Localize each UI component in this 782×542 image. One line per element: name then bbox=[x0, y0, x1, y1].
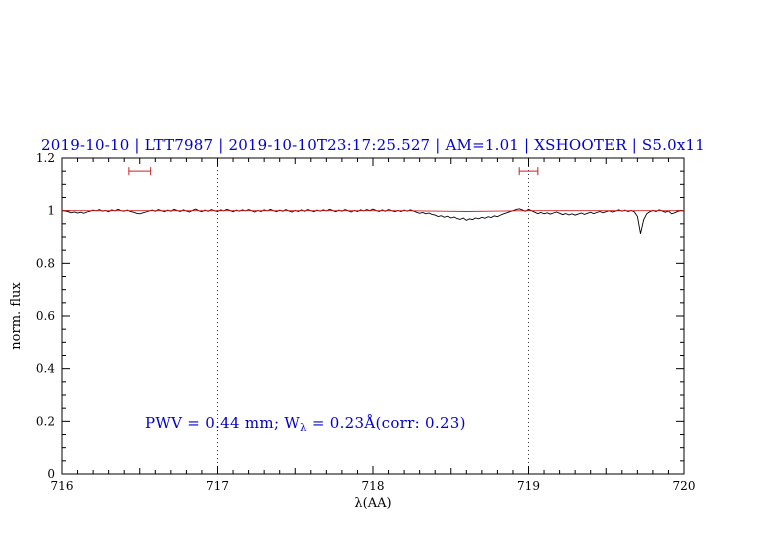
x-tick-label: 716 bbox=[51, 479, 74, 493]
plot-layer: 716 717 718 719 720 0 0.2 0.4 0.6 0.8 1 1.2 bbox=[36, 151, 696, 493]
x-tick-label: 717 bbox=[206, 479, 229, 493]
pwv-annotation-rest: = 0.23Å(corr: 0.23) bbox=[307, 414, 466, 432]
model-fit-line bbox=[62, 210, 684, 212]
pwv-annotation-main: PWV = 0.44 mm; W bbox=[145, 414, 300, 432]
x-tick-label: 719 bbox=[517, 479, 540, 493]
y-axis-label: norm. flux bbox=[9, 282, 24, 350]
y-tick-label: 0 bbox=[47, 467, 55, 481]
x-tick-label: 718 bbox=[362, 479, 385, 493]
x-axis-label: λ(AA) bbox=[354, 496, 391, 511]
y-tick-label: 0.2 bbox=[36, 414, 55, 428]
chart-title: 2019-10-10 | LTT7987 | 2019-10-10T23:17:… bbox=[41, 136, 705, 154]
y-tick-label: 1.2 bbox=[36, 151, 55, 165]
pwv-annotation: PWV = 0.44 mm; Wλ = 0.23Å(corr: 0.23) bbox=[145, 414, 466, 434]
observed-spectrum-line bbox=[61, 208, 685, 234]
y-tick-label: 1 bbox=[47, 204, 55, 218]
y-tick-label: 0.8 bbox=[36, 256, 55, 270]
x-tick-label: 720 bbox=[673, 479, 696, 493]
pwv-annotation-sub: λ bbox=[300, 423, 307, 434]
y-tick-label: 0.6 bbox=[36, 309, 55, 323]
y-tick-label: 0.4 bbox=[36, 362, 55, 376]
